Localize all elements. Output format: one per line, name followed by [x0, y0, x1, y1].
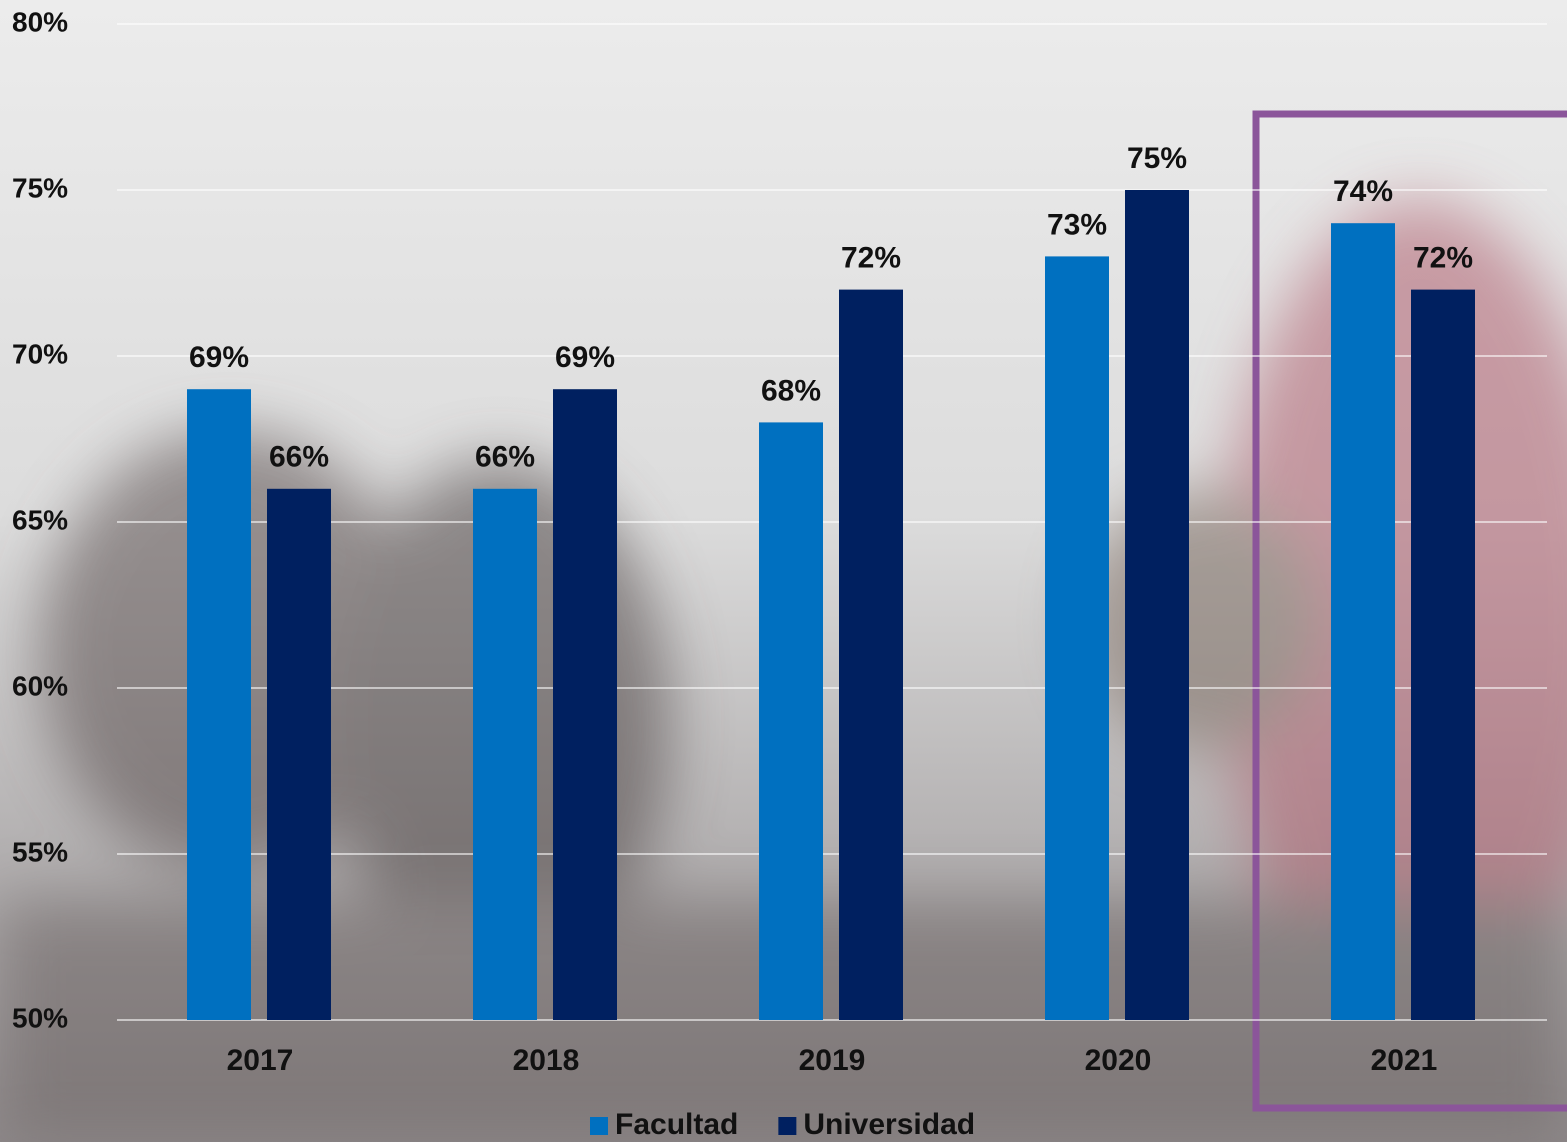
value-label: 74%	[1333, 175, 1393, 208]
y-tick-label: 60%	[12, 670, 68, 701]
bar	[839, 290, 903, 1020]
value-label: 72%	[841, 242, 901, 275]
bar	[759, 422, 823, 1020]
legend-label: Facultad	[615, 1108, 738, 1141]
value-label: 69%	[189, 341, 249, 374]
value-label: 66%	[475, 441, 535, 474]
value-label: 72%	[1413, 242, 1473, 275]
legend-label: Universidad	[803, 1108, 975, 1141]
x-tick-label: 2020	[1085, 1044, 1152, 1077]
value-label: 66%	[269, 441, 329, 474]
legend-swatch	[778, 1117, 796, 1135]
value-label: 69%	[555, 341, 615, 374]
value-label: 68%	[761, 374, 821, 407]
value-label: 73%	[1047, 208, 1107, 241]
y-tick-label: 75%	[12, 172, 68, 203]
y-tick-label: 50%	[12, 1002, 68, 1033]
bar	[267, 489, 331, 1020]
x-tick-label: 2021	[1371, 1044, 1438, 1077]
y-tick-label: 70%	[12, 338, 68, 369]
x-tick-label: 2018	[513, 1044, 580, 1077]
bar	[1125, 190, 1189, 1020]
y-tick-label: 55%	[12, 836, 68, 867]
value-label: 75%	[1127, 142, 1187, 175]
bar	[1411, 290, 1475, 1020]
x-tick-label: 2017	[227, 1044, 294, 1077]
bar	[553, 389, 617, 1020]
bar	[1045, 256, 1109, 1020]
x-tick-label: 2019	[799, 1044, 866, 1077]
bar	[1331, 223, 1395, 1020]
y-tick-label: 80%	[12, 6, 68, 37]
bar	[187, 389, 251, 1020]
legend-swatch	[590, 1117, 608, 1135]
bar	[473, 489, 537, 1020]
y-tick-label: 65%	[12, 504, 68, 535]
chart: 50% 55% 60% 65% 70% 75% 80% 2017 69% 66% 2018 66% 69…	[0, 0, 1567, 1142]
